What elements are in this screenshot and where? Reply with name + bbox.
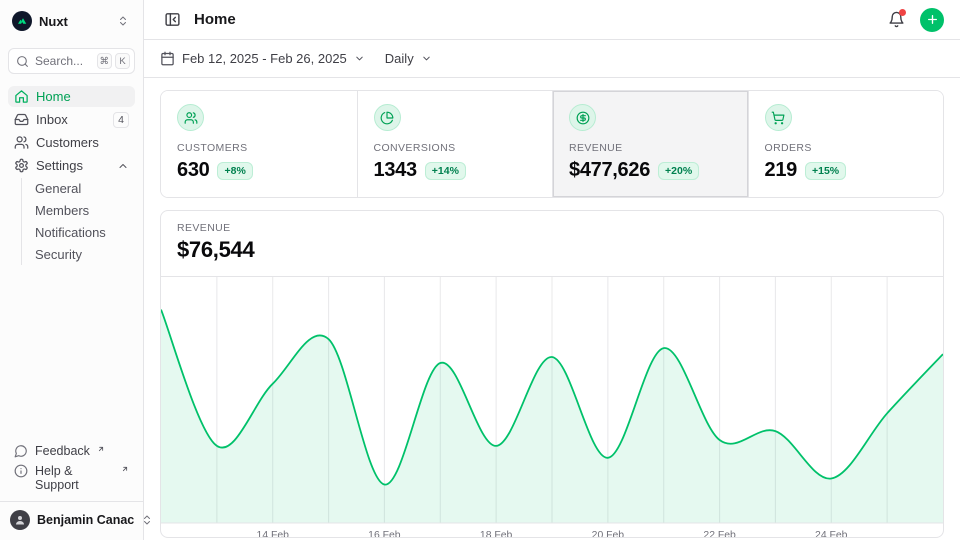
chart-pie-icon — [373, 104, 401, 131]
main-panel: Home Feb 12, 2025 - Feb 26, 2025 Daily — [144, 0, 960, 540]
chat-bubble-icon — [14, 445, 27, 458]
content: CUSTOMERS 630 +8% CONVERSIONS 1343 +14% — [144, 78, 960, 538]
collapse-sidebar-button[interactable] — [160, 8, 184, 32]
nuxt-logo-icon — [12, 11, 32, 31]
plus-icon — [927, 15, 937, 24]
settings-subnav: General Members Notifications Security — [21, 178, 135, 265]
bell-icon — [888, 11, 904, 28]
x-tick-label: 20 Feb — [592, 530, 625, 538]
x-tick-label: 22 Feb — [703, 530, 736, 538]
sidebar-item-customers[interactable]: Customers — [8, 132, 135, 153]
date-range-value: Feb 12, 2025 - Feb 26, 2025 — [182, 51, 347, 66]
add-button[interactable] — [920, 7, 944, 32]
period-value: Daily — [384, 51, 414, 66]
search-input[interactable]: Search... ⌘ K — [8, 48, 135, 74]
notifications-button[interactable] — [884, 8, 908, 32]
feedback-link[interactable]: Feedback — [8, 441, 135, 461]
series-line — [161, 309, 943, 486]
stat-change-badge: +14% — [424, 161, 466, 180]
notification-dot — [899, 8, 906, 16]
area-fill — [161, 309, 943, 523]
stat-value: $477,626 — [569, 159, 651, 181]
chart-metric-value: $76,544 — [177, 237, 255, 262]
user-name: Benjamin Canac — [37, 513, 135, 527]
users-icon — [14, 136, 29, 149]
stat-value: 1343 — [373, 159, 418, 181]
page-title: Home — [194, 11, 236, 28]
sidebar-item-settings[interactable]: Settings — [8, 155, 135, 176]
sidebar-item-security[interactable]: Security — [35, 247, 82, 262]
sidebar-item-home[interactable]: Home — [8, 86, 135, 107]
chevrons-up-down-icon — [120, 16, 126, 26]
help-support-link[interactable]: Help & Support — [8, 461, 135, 495]
stat-label: CUSTOMERS — [177, 142, 248, 154]
external-link-icon — [98, 446, 103, 452]
external-link-icon — [122, 466, 128, 472]
stat-label: REVENUE — [569, 142, 623, 154]
sidebar-nav: Home Inbox 4 Customers Settings General … — [8, 86, 135, 265]
calendar-icon — [161, 51, 174, 66]
stats-row: CUSTOMERS 630 +8% CONVERSIONS 1343 +14% — [160, 90, 944, 198]
search-shortcut: ⌘ K — [96, 53, 130, 69]
sidebar-item-general[interactable]: General — [35, 181, 82, 196]
home-icon — [15, 90, 28, 103]
stat-value: 219 — [764, 159, 798, 181]
stat-orders[interactable]: ORDERS 219 +15% — [747, 91, 943, 197]
sidebar-item-inbox[interactable]: Inbox 4 — [8, 109, 135, 130]
chart-plot-area[interactable]: 14 Feb 16 Feb 18 Feb 20 Feb 22 Feb 24 Feb — [161, 277, 943, 538]
sidebar-spacer — [8, 265, 135, 441]
inbox-icon — [14, 113, 29, 126]
inbox-count-badge: 4 — [113, 111, 129, 128]
period-select[interactable]: Daily — [385, 51, 432, 66]
filters-toolbar: Feb 12, 2025 - Feb 26, 2025 Daily — [144, 40, 960, 78]
page-header: Home — [144, 0, 960, 40]
stat-change-badge: +20% — [658, 161, 700, 180]
search-icon — [17, 55, 28, 67]
user-menu[interactable]: Benjamin Canac — [0, 501, 151, 532]
info-circle-icon — [14, 464, 28, 478]
chevron-down-icon — [422, 56, 430, 61]
team-name: Nuxt — [39, 13, 68, 29]
avatar — [10, 510, 30, 530]
sidebar-item-notifications[interactable]: Notifications — [35, 225, 106, 240]
date-range-picker[interactable]: Feb 12, 2025 - Feb 26, 2025 — [160, 51, 365, 66]
stat-conversions[interactable]: CONVERSIONS 1343 +14% — [356, 91, 552, 197]
chart-metric-label: REVENUE — [177, 222, 231, 234]
revenue-area-chart: 14 Feb 16 Feb 18 Feb 20 Feb 22 Feb 24 Feb — [161, 277, 943, 538]
chevron-down-icon — [356, 56, 363, 61]
sidebar: Nuxt Search... ⌘ K Home Inbox 4 Cu — [0, 0, 151, 540]
team-switcher[interactable]: Nuxt — [8, 8, 135, 34]
chevrons-up-down-icon — [144, 515, 151, 525]
users-icon — [177, 104, 204, 131]
revenue-chart-card: REVENUE $76,544 14 Feb 16 Feb 18 Feb 20 Feb… — [160, 210, 944, 538]
x-tick-label: 24 Feb — [815, 530, 848, 538]
dollar-circle-icon — [569, 104, 596, 131]
x-tick-label: 18 Feb — [480, 530, 513, 538]
stat-label: CONVERSIONS — [373, 142, 456, 154]
stat-label: ORDERS — [764, 142, 812, 154]
panel-left-close-icon — [164, 13, 180, 26]
gear-icon — [15, 158, 28, 173]
stat-revenue[interactable]: REVENUE $477,626 +20% — [552, 91, 748, 197]
chevron-up-icon — [119, 163, 127, 168]
x-tick-label: 16 Feb — [368, 530, 401, 538]
x-tick-label: 14 Feb — [257, 530, 290, 538]
cart-icon — [764, 104, 792, 131]
stat-value: 630 — [177, 159, 210, 181]
stat-change-badge: +15% — [804, 161, 847, 180]
search-placeholder: Search... — [35, 54, 84, 68]
stat-customers[interactable]: CUSTOMERS 630 +8% — [161, 91, 357, 197]
sidebar-item-members[interactable]: Members — [35, 203, 90, 218]
stat-change-badge: +8% — [217, 161, 253, 180]
chart-header: REVENUE $76,544 — [161, 211, 943, 277]
